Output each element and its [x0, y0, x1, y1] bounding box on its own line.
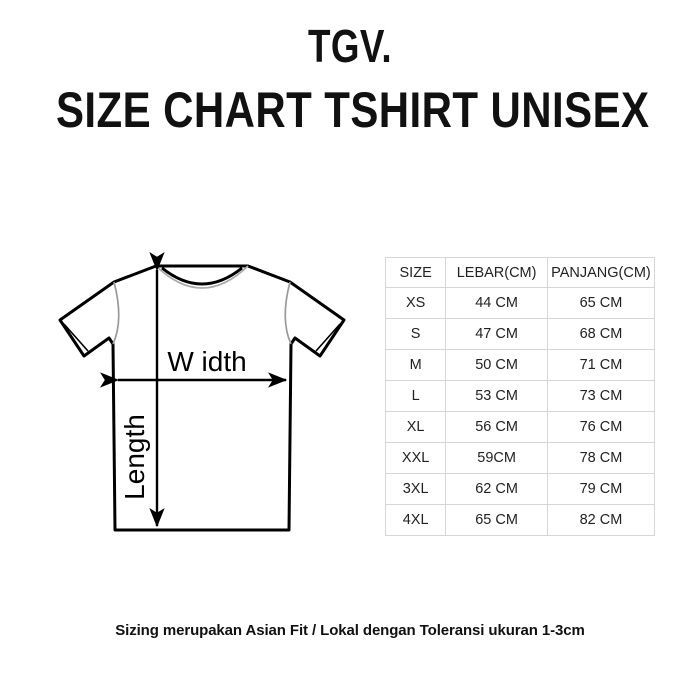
- collar-outer-arc: [155, 265, 249, 289]
- cell-size: XXL: [384, 442, 447, 474]
- cell-size: M: [384, 349, 447, 381]
- tshirt-illustration: W idth Length: [58, 252, 346, 532]
- collar-inner-arc: [161, 266, 243, 286]
- table-row: XL 56 CM 76 CM: [384, 411, 656, 443]
- brand-name: TGV.: [307, 20, 393, 72]
- cell-lebar: 65 CM: [445, 504, 548, 536]
- right-sleeve-cuff-line: [315, 323, 341, 352]
- table-row: S 47 CM 68 CM: [384, 318, 656, 350]
- cell-lebar: 47 CM: [445, 318, 548, 350]
- table-row: 4XL 65 CM 82 CM: [384, 504, 656, 536]
- width-label: W idth: [167, 346, 246, 377]
- table-row: 3XL 62 CM 79 CM: [384, 473, 656, 505]
- cell-lebar: 44 CM: [445, 287, 548, 319]
- cell-panjang: 82 CM: [546, 504, 656, 536]
- cell-lebar: 59CM: [445, 442, 548, 474]
- table-header: SIZE LEBAR(CM) PANJANG(CM): [384, 257, 656, 288]
- column-header-panjang: PANJANG(CM): [546, 257, 656, 288]
- column-header-size: SIZE: [384, 257, 447, 288]
- left-sleeve-cuff-line: [63, 323, 89, 352]
- sizing-note: Sizing merupakan Asian Fit / Lokal denga…: [115, 622, 585, 639]
- cell-panjang: 68 CM: [546, 318, 656, 350]
- table-header-row: SIZE LEBAR(CM) PANJANG(CM): [384, 257, 656, 288]
- cell-panjang: 78 CM: [546, 442, 656, 474]
- size-table: SIZE LEBAR(CM) PANJANG(CM) XS 44 CM 65 C…: [384, 257, 656, 536]
- cell-size: XS: [384, 287, 447, 319]
- tshirt-body-outline: [58, 264, 346, 532]
- cell-panjang: 73 CM: [546, 380, 656, 412]
- table-row: XS 44 CM 65 CM: [384, 287, 656, 319]
- table-row: XXL 59CM 78 CM: [384, 442, 656, 474]
- cell-panjang: 76 CM: [546, 411, 656, 443]
- cell-size: XL: [384, 411, 447, 443]
- cell-lebar: 62 CM: [445, 473, 548, 505]
- cell-lebar: 50 CM: [445, 349, 548, 381]
- column-header-lebar: LEBAR(CM): [445, 257, 548, 288]
- right-armhole-seam: [284, 281, 292, 345]
- table-row: M 50 CM 71 CM: [384, 349, 656, 381]
- header: TGV. SIZE CHART TSHIRT UNISEX: [0, 22, 700, 140]
- cell-size: 4XL: [384, 504, 447, 536]
- cell-panjang: 65 CM: [546, 287, 656, 319]
- cell-size: S: [384, 318, 447, 350]
- page-title: SIZE CHART TSHIRT UNISEX: [56, 82, 650, 139]
- cell-lebar: 53 CM: [445, 380, 548, 412]
- cell-size: L: [384, 380, 447, 412]
- cell-panjang: 71 CM: [546, 349, 656, 381]
- cell-panjang: 79 CM: [546, 473, 656, 505]
- cell-lebar: 56 CM: [445, 411, 548, 443]
- table-row: L 53 CM 73 CM: [384, 380, 656, 412]
- table-body: XS 44 CM 65 CM S 47 CM 68 CM M 50 CM 71 …: [384, 287, 656, 536]
- cell-size: 3XL: [384, 473, 447, 505]
- tshirt-diagram: W idth Length: [52, 252, 352, 552]
- length-label: Length: [119, 414, 150, 500]
- left-armhole-seam: [112, 281, 120, 345]
